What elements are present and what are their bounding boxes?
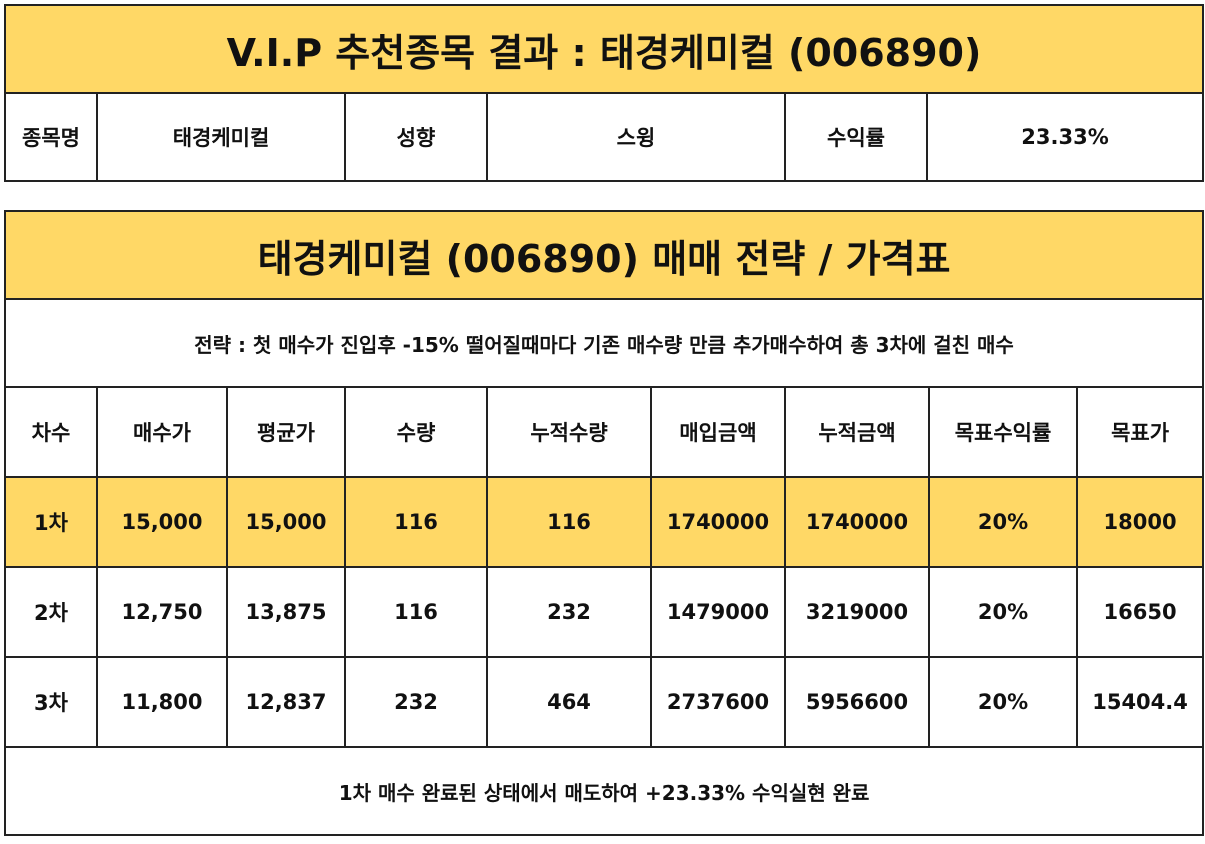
column-header: 평균가 (226, 386, 346, 478)
table-row: 3차 11,800 12,837 232 464 2737600 5956600… (4, 656, 1205, 748)
style-value: 스윙 (486, 92, 786, 182)
table-cell: 11,800 (96, 656, 228, 748)
return-value: 23.33% (926, 92, 1204, 182)
table-row: 1차 15,000 15,000 116 116 1740000 1740000… (4, 476, 1205, 568)
table-cell: 5956600 (784, 656, 930, 748)
column-header: 목표가 (1075, 386, 1205, 478)
table-cell: 116 (486, 476, 652, 568)
vip-result-table: V.I.P 추천종목 결과 : 태경케미컬 (006890) 종목명 태경케미컬… (4, 4, 1204, 182)
style-label: 성향 (344, 92, 488, 182)
table-cell: 2737600 (650, 656, 786, 748)
stock-name-label: 종목명 (4, 92, 98, 182)
table-cell: 116 (344, 566, 488, 658)
table-cell: 15,000 (96, 476, 228, 568)
table-cell: 15404.4 (1075, 656, 1205, 748)
table-cell: 1차 (4, 476, 98, 568)
result-summary: 1차 매수 완료된 상태에서 매도하여 +23.33% 수익실현 완료 (3, 746, 1205, 836)
table-cell: 1740000 (650, 476, 786, 568)
table-cell: 12,837 (226, 656, 346, 748)
table-cell: 16650 (1075, 566, 1205, 658)
column-header: 수량 (344, 386, 488, 478)
table-cell: 3219000 (784, 566, 930, 658)
table-cell: 116 (344, 476, 488, 568)
strategy-price-table: 태경케미컬 (006890) 매매 전략 / 가격표 전략 : 첫 매수가 진입… (3, 210, 1205, 836)
column-header: 누적금액 (784, 386, 930, 478)
table-cell: 232 (344, 656, 488, 748)
column-header: 차수 (4, 386, 98, 478)
vip-result-title: V.I.P 추천종목 결과 : 태경케미컬 (006890) (4, 4, 1204, 94)
table-cell: 3차 (4, 656, 98, 748)
table-cell: 12,750 (96, 566, 228, 658)
return-label: 수익률 (784, 92, 928, 182)
table-cell: 13,875 (226, 566, 346, 658)
column-header: 목표수익률 (928, 386, 1078, 478)
table-cell: 20% (928, 476, 1078, 568)
table-cell: 1479000 (650, 566, 786, 658)
column-header: 매수가 (96, 386, 228, 478)
table-cell: 1740000 (784, 476, 930, 568)
table-row: 2차 12,750 13,875 116 232 1479000 3219000… (4, 566, 1205, 658)
column-header: 매입금액 (650, 386, 786, 478)
table-cell: 20% (928, 566, 1078, 658)
table-cell: 464 (486, 656, 652, 748)
table-cell: 232 (486, 566, 652, 658)
strategy-description: 전략 : 첫 매수가 진입후 -15% 떨어질때마다 기존 매수량 만큼 추가매… (3, 298, 1205, 388)
table-cell: 20% (928, 656, 1078, 748)
table-cell: 2차 (4, 566, 98, 658)
table-cell: 18000 (1075, 476, 1205, 568)
column-header: 누적수량 (486, 386, 652, 478)
strategy-title: 태경케미컬 (006890) 매매 전략 / 가격표 (3, 210, 1205, 300)
stock-name-value: 태경케미컬 (96, 92, 346, 182)
table-cell: 15,000 (226, 476, 346, 568)
